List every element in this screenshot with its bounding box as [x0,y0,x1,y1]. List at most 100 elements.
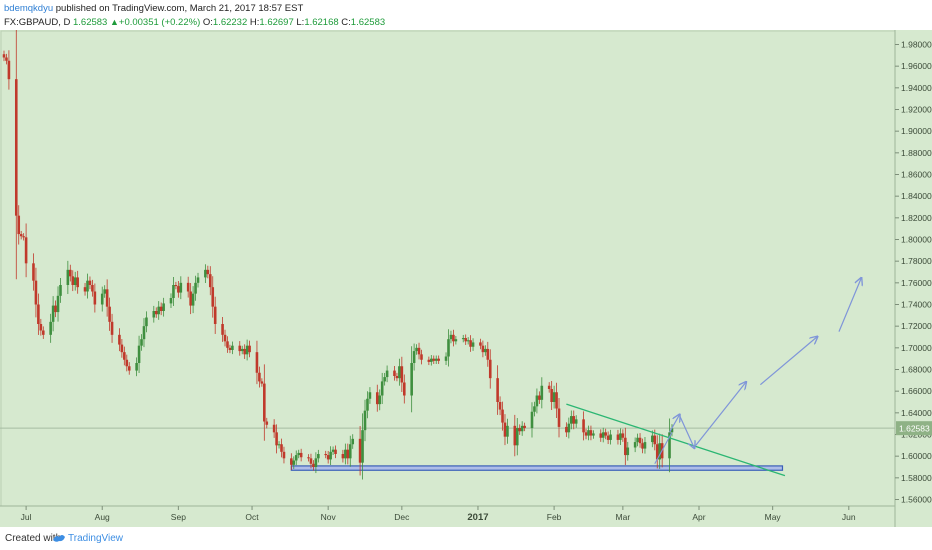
price-tick-label: 1.86000 [901,170,932,180]
tradingview-brand[interactable]: TradingView [68,533,124,544]
axes: 1.98000 1.96000 1.94000 1.92000 1.90000 1.880… [0,30,932,527]
candle-body [513,425,517,446]
price-tick-label: 1.72000 [901,321,932,331]
candle-body [282,451,286,459]
candle-body [243,348,246,355]
close-label: C: [341,17,351,28]
price-tick-label: 1.68000 [901,365,932,375]
candle-body [653,435,657,445]
candle-body [444,356,448,361]
candle-body [427,359,431,362]
price-tick-label: 1.84000 [901,191,932,201]
candle-body [280,444,283,452]
symbol-info-line: FX:GBPAUD, D 1.62583 ▲+0.00351 (+0.22%) … [4,16,385,29]
candle-body [41,330,45,335]
candle-body [385,370,389,378]
candle-body [32,263,35,281]
candle-body [601,432,605,438]
candle-body [633,442,637,448]
projection-arrow[interactable] [693,383,746,448]
candle-body [51,305,55,322]
candle-body [86,280,89,292]
candle-body [587,430,590,436]
candle-body [263,383,266,422]
candle-body [140,339,143,346]
candle-body [557,408,561,427]
candlestick-chart[interactable]: 1.98000 1.96000 1.94000 1.92000 1.90000 1.880… [0,30,932,527]
candle-body [329,451,332,460]
annotation-layer-over[interactable] [566,279,861,477]
projection-arrow[interactable] [669,415,680,433]
candle-body [39,324,43,331]
candle-body [324,454,328,456]
open-value: 1.62232 [212,17,248,28]
candle-body [518,428,522,432]
annotation-layer-under [290,465,784,471]
projection-arrow[interactable] [759,337,816,386]
candle-body [260,381,264,384]
candle-body [91,285,94,292]
time-tick-label: Jul [21,512,32,522]
time-tick-label: Feb [547,512,562,522]
price-tick-label: 1.64000 [901,408,932,418]
price-tick-label: 1.96000 [901,61,932,71]
candle-body [574,419,578,424]
candle-body [432,358,436,361]
candle-body [569,416,573,424]
candle-body [194,282,197,294]
candle-body [368,392,372,399]
chart-background [0,30,932,527]
candle-body [555,392,558,409]
candle-body [552,392,556,402]
candle-body [378,395,382,405]
candle-body [609,434,612,440]
projection-arrow[interactable] [838,279,861,332]
candle-body [208,274,212,288]
candle-body [506,425,509,437]
symbol-label[interactable]: FX:GBPAUD, D [4,17,71,28]
candle-body [206,269,210,275]
candle-body [346,449,350,459]
candle-body [383,377,386,382]
candle-body [93,291,97,305]
candle-body [523,425,526,428]
candle-body [348,444,352,459]
candle-body [255,352,259,373]
candle-body [125,359,129,367]
candle-body [14,79,18,216]
candle-body [49,321,52,335]
candle-body [501,409,504,423]
candles [2,30,674,480]
author-link[interactable]: bdemqkdyu [4,3,54,14]
candle-body [228,347,232,350]
candle-body [292,460,296,465]
projection-arrow[interactable] [678,414,694,448]
candle-body [177,286,180,293]
candle-body [533,406,536,412]
candle-body [434,358,438,361]
candle-body [636,437,639,443]
candle-body [294,455,298,461]
candle-body [69,269,72,277]
candle-body [71,276,75,285]
candle-body [461,338,465,340]
rising-trendline[interactable] [654,432,673,465]
candle-body [145,317,148,327]
price-tick-label: 1.78000 [901,256,932,266]
candle-body [127,366,131,371]
candle-body [447,339,450,357]
candle-body [142,326,146,340]
price-tick-label: 1.58000 [901,473,932,483]
descending-trendline[interactable] [566,403,786,477]
candle-body [307,457,310,459]
support-zone[interactable] [290,465,784,471]
candle-body [108,306,111,322]
candle-body [179,282,183,293]
candle-body [520,425,524,432]
candle-body [83,287,87,292]
candle-body [344,449,347,459]
candle-body [488,359,492,379]
candle-body [17,215,21,235]
price-tick-label: 1.80000 [901,235,932,245]
candle-body [454,339,458,342]
